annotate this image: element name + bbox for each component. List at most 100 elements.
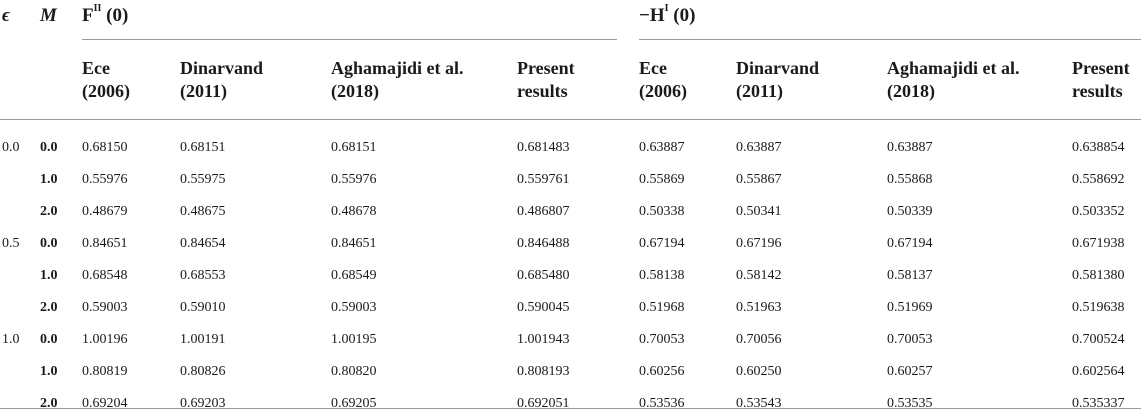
column-header-line2: (2006): [639, 81, 687, 101]
value-cell: 0.60250: [736, 364, 782, 379]
m-cell: 1.0: [40, 364, 58, 379]
h-group-main: −H: [639, 5, 665, 26]
value-cell: 0.55868: [887, 172, 933, 187]
column-header-line2: results: [517, 81, 568, 101]
epsilon-cell: 0.0: [2, 140, 20, 155]
column-header: Dinarvand (2011): [736, 57, 819, 103]
m-cell: 0.0: [40, 236, 58, 251]
value-cell: 0.808193: [517, 364, 570, 379]
value-cell: 0.59003: [82, 300, 128, 315]
value-cell: 0.48679: [82, 204, 128, 219]
m-cell: 2.0: [40, 204, 58, 219]
value-cell: 0.63887: [887, 140, 933, 155]
value-cell: 0.68549: [331, 268, 377, 283]
f-group-tail: (0): [101, 5, 129, 26]
value-cell: 0.84651: [82, 236, 128, 251]
value-cell: 0.58138: [639, 268, 685, 283]
header-rule: [0, 119, 1141, 120]
value-cell: 0.53535: [887, 396, 933, 411]
column-header: Aghamajidi et al. (2018): [887, 57, 1020, 103]
column-header-line1: Present: [1072, 58, 1130, 78]
value-cell: 0.67196: [736, 236, 782, 251]
value-cell: 0.48678: [331, 204, 377, 219]
value-cell: 1.00191: [180, 332, 226, 347]
h-group-sup: I: [664, 3, 669, 14]
value-cell: 1.001943: [517, 332, 570, 347]
value-cell: 0.503352: [1072, 204, 1125, 219]
value-cell: 0.84651: [331, 236, 377, 251]
column-header: Ece (2006): [639, 57, 687, 103]
h-group-rule: [639, 39, 1141, 40]
value-cell: 0.50338: [639, 204, 685, 219]
value-cell: 0.69204: [82, 396, 128, 411]
value-cell: 0.55975: [180, 172, 226, 187]
epsilon-header: ϵ: [2, 5, 11, 26]
value-cell: 0.55976: [331, 172, 377, 187]
column-header-line1: Aghamajidi et al.: [331, 58, 464, 78]
m-cell: 1.0: [40, 172, 58, 187]
value-cell: 0.535337: [1072, 396, 1125, 411]
value-cell: 0.50339: [887, 204, 933, 219]
value-cell: 0.638854: [1072, 140, 1125, 155]
m-cell: 0.0: [40, 332, 58, 347]
column-header-line2: (2018): [887, 81, 935, 101]
value-cell: 0.60256: [639, 364, 685, 379]
value-cell: 0.558692: [1072, 172, 1125, 187]
m-header: M: [40, 5, 57, 26]
f-group-header: FII (0): [82, 3, 129, 27]
column-header-line1: Ece: [639, 58, 667, 78]
column-header: Present results: [517, 57, 575, 103]
value-cell: 0.51968: [639, 300, 685, 315]
value-cell: 0.68150: [82, 140, 128, 155]
value-cell: 0.671938: [1072, 236, 1125, 251]
f-group-sup: II: [93, 3, 102, 14]
value-cell: 0.700524: [1072, 332, 1125, 347]
value-cell: 0.846488: [517, 236, 570, 251]
column-header-line2: results: [1072, 81, 1123, 101]
value-cell: 0.685480: [517, 268, 570, 283]
value-cell: 0.60257: [887, 364, 933, 379]
column-header-line1: Dinarvand: [180, 58, 264, 78]
epsilon-cell: 0.5: [2, 236, 20, 251]
value-cell: 0.55867: [736, 172, 782, 187]
column-header: Present results: [1072, 57, 1130, 103]
column-header: Aghamajidi et al. (2018): [331, 57, 464, 103]
value-cell: 0.50341: [736, 204, 782, 219]
value-cell: 0.55869: [639, 172, 685, 187]
value-cell: 0.590045: [517, 300, 570, 315]
value-cell: 0.80819: [82, 364, 128, 379]
value-cell: 0.63887: [736, 140, 782, 155]
value-cell: 0.69205: [331, 396, 377, 411]
value-cell: 0.51963: [736, 300, 782, 315]
column-header: Ece (2006): [82, 57, 130, 103]
column-header-line1: Aghamajidi et al.: [887, 58, 1020, 78]
column-header: Dinarvand (2011): [180, 57, 263, 103]
value-cell: 0.581380: [1072, 268, 1125, 283]
column-header-line2: (2011): [736, 81, 783, 101]
value-cell: 0.84654: [180, 236, 226, 251]
column-header-line1: Ece: [82, 58, 110, 78]
column-header-line2: (2011): [180, 81, 227, 101]
value-cell: 0.559761: [517, 172, 570, 187]
value-cell: 0.53543: [736, 396, 782, 411]
value-cell: 0.70053: [639, 332, 685, 347]
value-cell: 0.70056: [736, 332, 782, 347]
value-cell: 0.68151: [180, 140, 226, 155]
m-cell: 1.0: [40, 268, 58, 283]
value-cell: 0.59003: [331, 300, 377, 315]
m-cell: 2.0: [40, 396, 58, 411]
value-cell: 0.69203: [180, 396, 226, 411]
value-cell: 0.80826: [180, 364, 226, 379]
value-cell: 0.58142: [736, 268, 782, 283]
value-cell: 0.70053: [887, 332, 933, 347]
h-group-tail: (0): [668, 5, 696, 26]
column-header-line1: Dinarvand: [736, 58, 820, 78]
f-group-rule: [82, 39, 617, 40]
value-cell: 1.00195: [331, 332, 377, 347]
value-cell: 0.519638: [1072, 300, 1125, 315]
value-cell: 0.53536: [639, 396, 685, 411]
column-header-line1: Present: [517, 58, 575, 78]
value-cell: 0.55976: [82, 172, 128, 187]
value-cell: 0.486807: [517, 204, 570, 219]
value-cell: 0.63887: [639, 140, 685, 155]
